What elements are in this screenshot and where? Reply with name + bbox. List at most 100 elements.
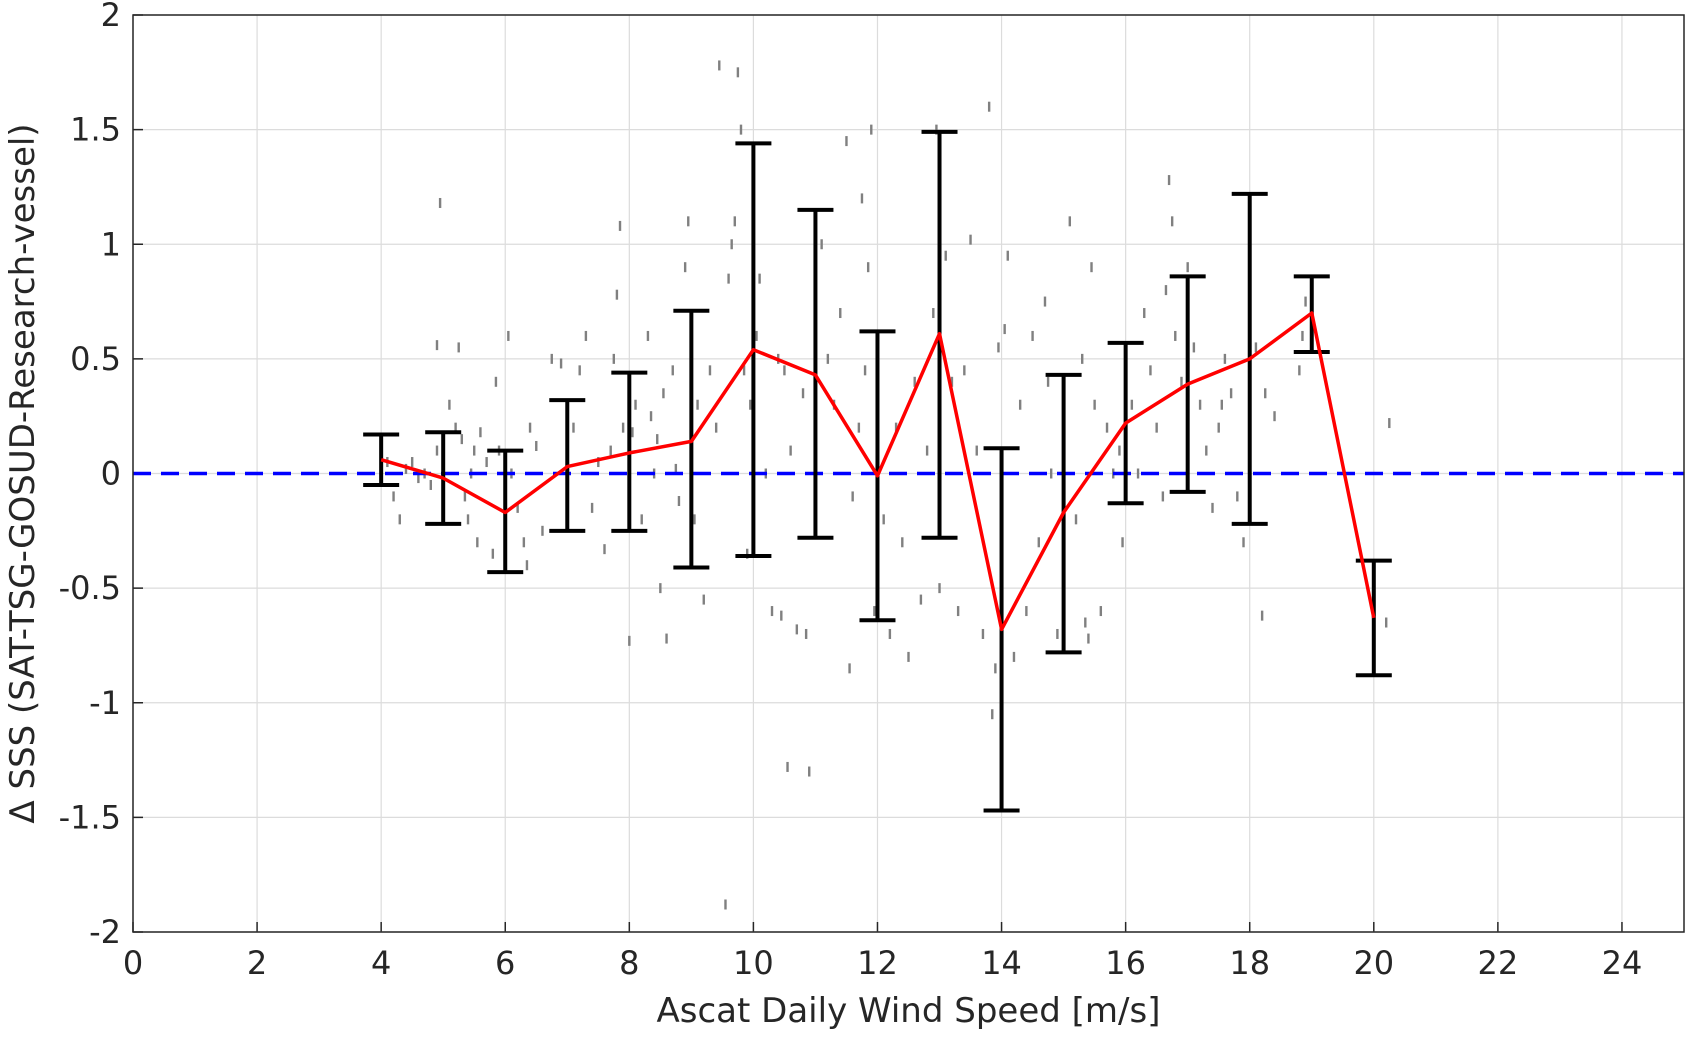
scatter-point <box>525 560 529 571</box>
scatter-point <box>1388 418 1391 429</box>
scatter-point <box>1174 330 1177 341</box>
plot-frame <box>132 14 1685 933</box>
x-tick-label: 2 <box>247 944 267 982</box>
scatter-point <box>742 365 746 376</box>
x-tick-label: 14 <box>981 944 1022 982</box>
scatter-point <box>1130 399 1134 410</box>
scatter-point <box>997 342 1000 353</box>
scatter-point <box>693 514 696 525</box>
x-tick-label: 16 <box>1105 944 1146 982</box>
scatter-point <box>944 250 947 261</box>
scatter-point <box>783 365 786 376</box>
scatter-point <box>618 220 622 231</box>
y-axis-label: Δ SSS (SAT-TSG-GOSUD-Research-vessel) <box>3 123 43 823</box>
scatter-point <box>724 899 727 910</box>
scatter-point <box>870 124 873 135</box>
scatter-point <box>1087 633 1090 644</box>
x-tick-label: 6 <box>495 944 515 982</box>
scatter-point <box>714 422 718 433</box>
scatter-point <box>572 422 575 433</box>
y-tick-label: -0.5 <box>59 569 121 607</box>
scatter-point <box>994 663 997 674</box>
scatter-point <box>640 514 643 525</box>
scatter-point <box>1155 422 1158 433</box>
scatter-point <box>789 445 792 456</box>
scatter-point <box>1217 422 1220 433</box>
scatter-point <box>578 365 581 376</box>
scatter-point <box>935 124 938 135</box>
scatter-point <box>612 353 616 364</box>
scatter-point <box>1273 411 1276 422</box>
scatter-point <box>733 216 736 227</box>
y-tick-label: 1 <box>101 225 121 263</box>
scatter-point <box>758 273 761 284</box>
y-tick-label: 0 <box>101 455 121 493</box>
scatter-point <box>1099 606 1103 617</box>
scatter-point <box>1012 651 1016 662</box>
scatter-point <box>1260 610 1264 621</box>
scatter-point <box>473 445 476 456</box>
mean-line <box>380 311 1376 632</box>
scatter-point <box>590 502 594 513</box>
scatter-point <box>808 766 811 777</box>
scatter-point <box>687 216 690 227</box>
scatter-point <box>795 624 799 635</box>
scatter-point <box>801 388 805 399</box>
x-tick-label: 12 <box>857 944 898 982</box>
scatter-point <box>1084 617 1087 628</box>
y-tick-labels: -2 -1.5 -1 -0.5 0 0.5 1 1.5 2 <box>59 0 121 951</box>
scatter-point <box>1049 468 1053 479</box>
scatter-point <box>780 610 783 621</box>
scatter-point <box>919 594 923 605</box>
scatter-point <box>410 457 414 468</box>
scatter-point <box>1254 342 1258 353</box>
scatter-point <box>863 365 867 376</box>
scatter-point <box>609 445 612 456</box>
scatter-point <box>522 537 526 548</box>
scatter-point <box>956 606 960 617</box>
x-tick-labels: 0 2 4 6 8 10 12 14 16 18 20 22 24 <box>123 944 1642 982</box>
scatter-point <box>460 434 464 445</box>
scatter-point <box>584 330 588 341</box>
scatter-point <box>925 445 929 456</box>
scatter-point <box>839 308 842 319</box>
scatter-point <box>857 422 861 433</box>
scatter-point <box>1118 445 1121 456</box>
scatter-point <box>888 628 892 639</box>
scatter-point <box>1298 365 1301 376</box>
scatter-point <box>1121 537 1124 548</box>
scatter-point <box>674 463 678 474</box>
scatter-point <box>755 330 758 341</box>
scatter-point <box>457 342 460 353</box>
scatter-point <box>631 427 634 438</box>
scatter-point <box>665 633 668 644</box>
scatter-point <box>1161 491 1165 502</box>
scatter-point <box>1090 262 1093 273</box>
scatter-point <box>981 628 985 639</box>
scatter-point <box>494 376 498 387</box>
error-bar <box>363 432 400 487</box>
x-tick-label: 10 <box>733 944 774 982</box>
scatter-point <box>541 525 544 536</box>
scatter-point <box>649 411 653 422</box>
scatter-point <box>435 340 439 351</box>
scatter-point <box>702 594 705 605</box>
scatter-point <box>938 583 941 594</box>
scatter-point <box>1043 296 1047 307</box>
x-tick-label: 0 <box>123 944 143 982</box>
scatter-point <box>826 353 830 364</box>
scatter-point <box>1149 365 1152 376</box>
x-tick-label: 22 <box>1478 944 1519 982</box>
x-tick-label: 20 <box>1353 944 1394 982</box>
scatter-point <box>851 491 854 502</box>
scatter-point <box>820 239 823 250</box>
scatter-point <box>866 262 870 273</box>
scatter-point <box>615 289 619 300</box>
x-tick-label: 8 <box>619 944 639 982</box>
scatter-point <box>671 365 674 376</box>
scatter-point <box>745 548 749 559</box>
scatter-point <box>932 308 935 319</box>
scatter-point <box>398 514 401 525</box>
scatter-point <box>1136 468 1140 479</box>
